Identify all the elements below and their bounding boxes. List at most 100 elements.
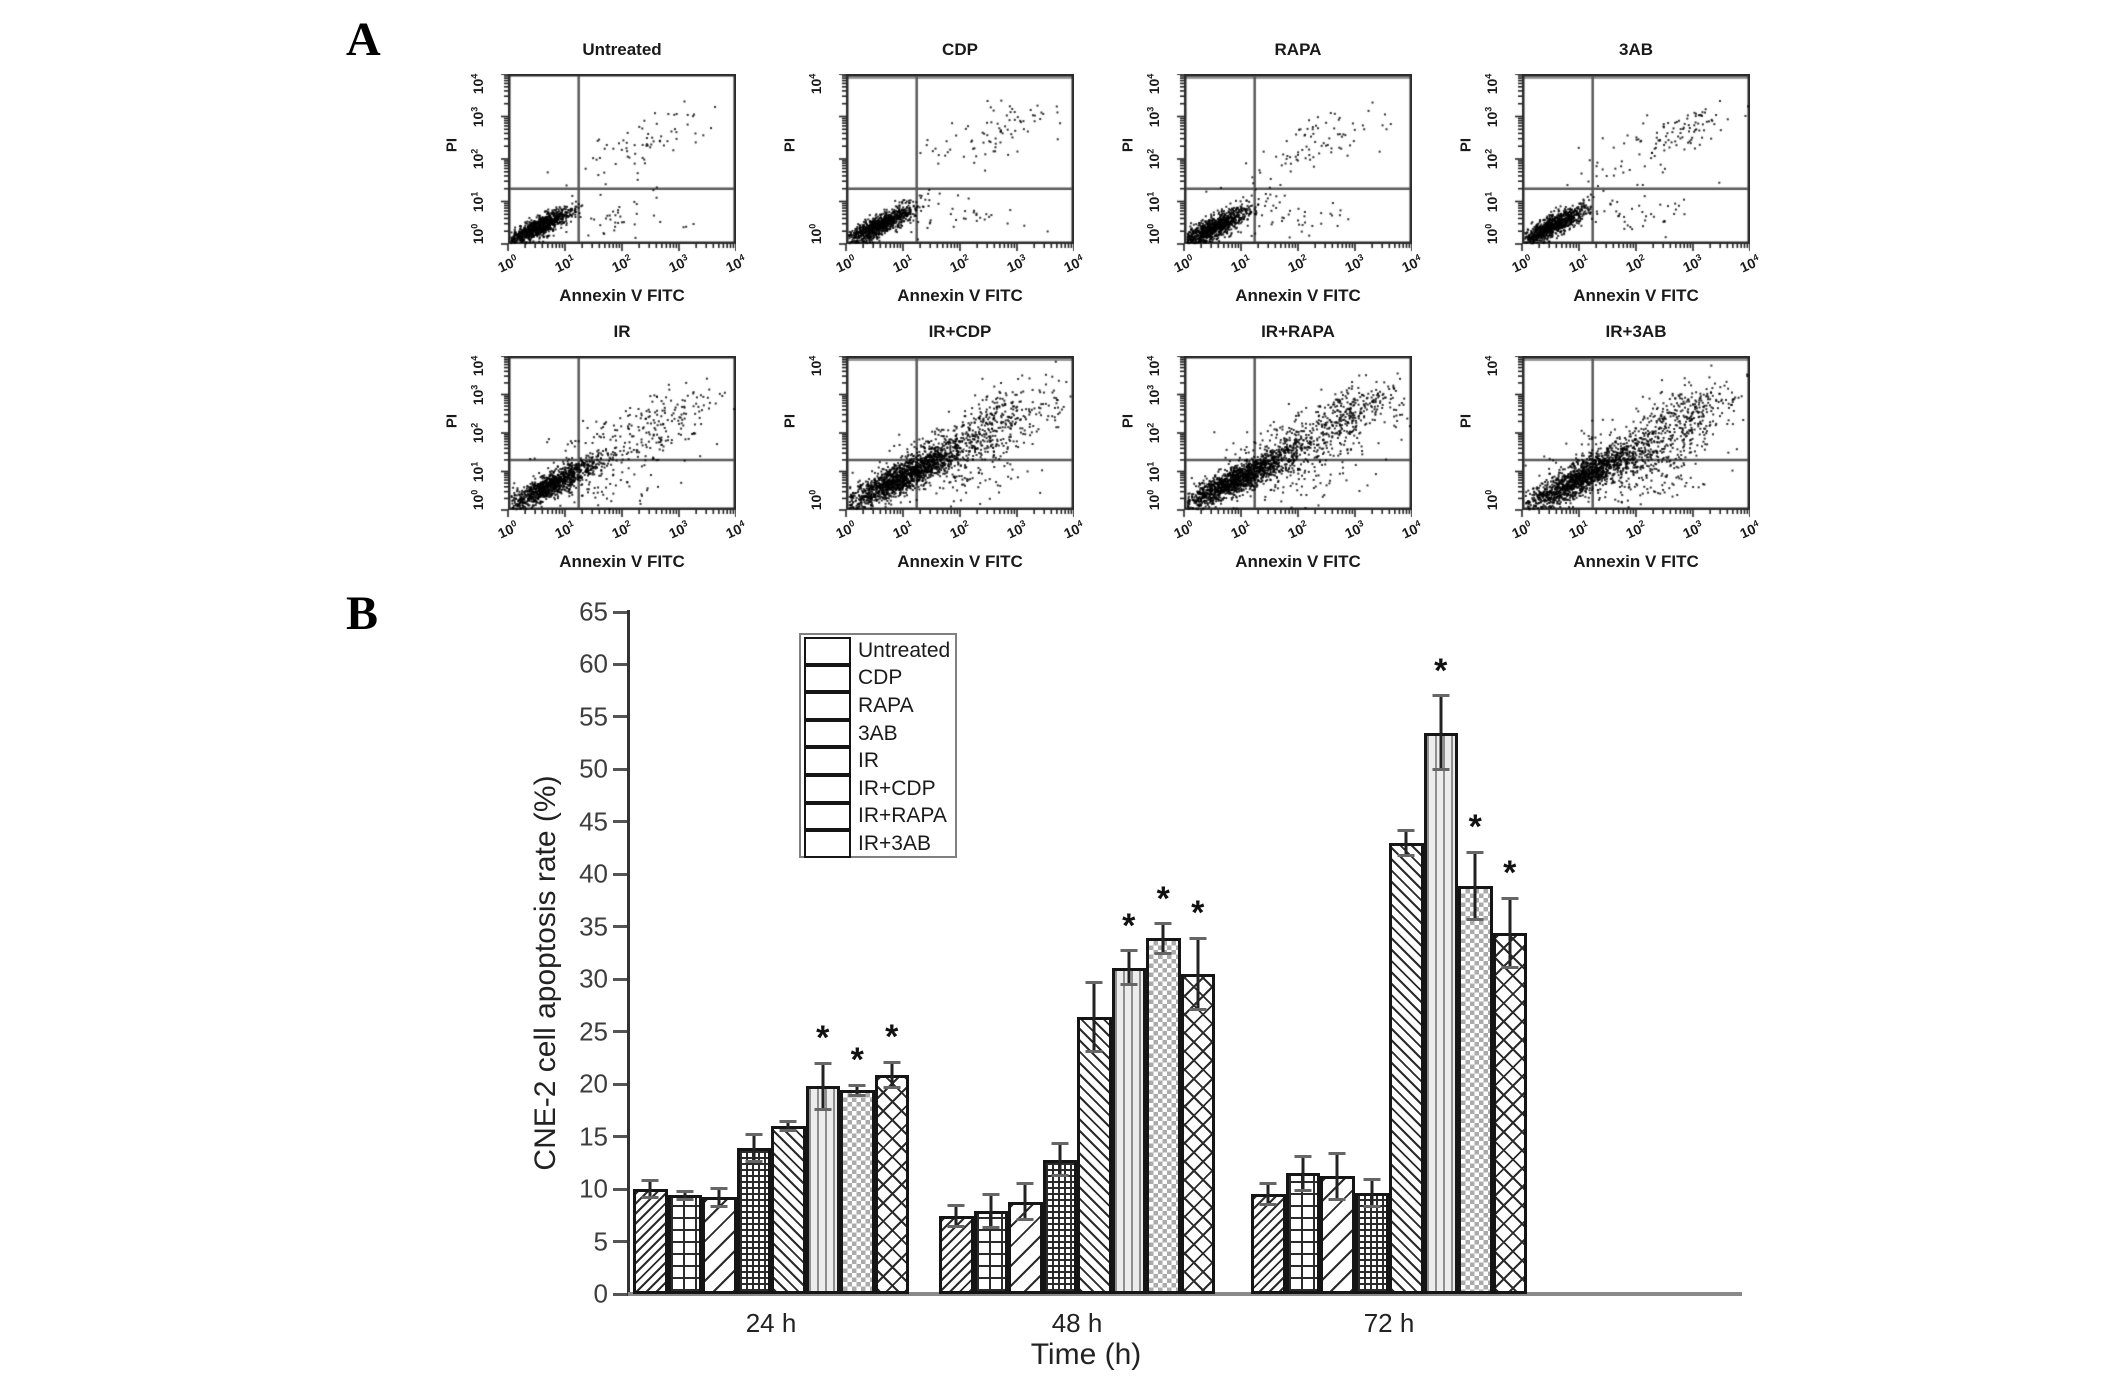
y-tick-label: 101 bbox=[469, 191, 486, 212]
legend-label: RAPA bbox=[858, 693, 914, 717]
bar-cdp-1 bbox=[667, 1195, 702, 1294]
error-bar-cap-top bbox=[641, 1179, 659, 1183]
bar-ir_3ab-3 bbox=[1492, 933, 1527, 1294]
legend-swatch bbox=[804, 719, 851, 748]
y-tick-label: 103 bbox=[1145, 384, 1162, 405]
y-tick-label: 104 bbox=[807, 355, 824, 377]
y-axis-tick bbox=[613, 1082, 627, 1086]
legend-swatch bbox=[804, 830, 851, 858]
error-bar-cap-top bbox=[1259, 1182, 1277, 1186]
error-bar bbox=[717, 1188, 721, 1207]
scatter-canvas bbox=[1170, 74, 1412, 258]
y-axis-tick-label: 60 bbox=[579, 648, 608, 679]
y-tick-label: 104 bbox=[1145, 73, 1162, 95]
legend-item-ir_cdp: IR+CDP bbox=[801, 775, 955, 803]
flow-plot-title: IR+RAPA bbox=[1261, 322, 1335, 341]
y-tick-label: 104 bbox=[1145, 355, 1162, 377]
legend-swatch bbox=[804, 664, 851, 693]
error-bar bbox=[1335, 1153, 1339, 1200]
bar-ir_rapa-1 bbox=[840, 1090, 875, 1294]
legend-swatch bbox=[804, 775, 851, 803]
legend-item-3ab: 3AB bbox=[801, 719, 955, 748]
y-tick-label: 103 bbox=[1483, 106, 1500, 127]
error-bar bbox=[1023, 1183, 1027, 1220]
significance-asterisk: * bbox=[885, 1018, 899, 1057]
y-axis-tick bbox=[613, 662, 627, 666]
legend-swatch bbox=[804, 747, 851, 775]
flow-plot-title: IR bbox=[613, 322, 631, 341]
scatter-canvas bbox=[494, 74, 736, 258]
error-bar-cap-top bbox=[1466, 850, 1484, 854]
error-bar bbox=[1092, 982, 1096, 1052]
y-tick-label: 100 bbox=[807, 489, 824, 511]
bar-ir_3ab-1 bbox=[874, 1074, 909, 1294]
legend-item-rapa: RAPA bbox=[801, 692, 955, 720]
error-bar bbox=[1404, 830, 1408, 856]
error-bar-cap-bottom bbox=[848, 1094, 866, 1098]
legend-item-ir: IR bbox=[801, 747, 955, 775]
error-bar bbox=[1058, 1143, 1062, 1176]
error-bar-cap-top bbox=[779, 1120, 797, 1124]
y-axis-tick-label: 25 bbox=[579, 1016, 608, 1047]
bar-3ab-1 bbox=[736, 1148, 771, 1294]
error-bar-cap-top bbox=[1363, 1178, 1381, 1182]
panel-a-label: A bbox=[346, 13, 381, 66]
y-axis-title: PI bbox=[443, 413, 461, 428]
legend-item-ir_3ab: IR+3AB bbox=[801, 830, 955, 858]
flow-plot-title: RAPA bbox=[1274, 40, 1322, 59]
bar-3ab-2 bbox=[1042, 1159, 1077, 1294]
y-axis-tick-label: 40 bbox=[579, 858, 608, 889]
error-bar-cap-bottom bbox=[641, 1195, 659, 1199]
error-bar-cap-bottom bbox=[1363, 1205, 1381, 1209]
error-bar bbox=[1370, 1179, 1374, 1207]
error-bar-cap-top bbox=[745, 1133, 763, 1137]
legend-swatch bbox=[804, 692, 851, 720]
error-bar-cap-bottom bbox=[1501, 966, 1519, 970]
error-bar bbox=[989, 1194, 993, 1228]
significance-asterisk: * bbox=[1468, 808, 1482, 847]
error-bar-cap-top bbox=[1328, 1151, 1346, 1155]
y-tick-label: 101 bbox=[1145, 461, 1162, 482]
bar-ir_cdp-2 bbox=[1111, 967, 1146, 1294]
y-tick-label: 102 bbox=[1145, 148, 1162, 170]
error-bar-cap-bottom bbox=[1016, 1218, 1034, 1221]
error-bar bbox=[890, 1062, 894, 1088]
legend-label: IR bbox=[858, 749, 879, 773]
legend-label: CDP bbox=[858, 666, 903, 690]
x-axis-title: Annexin V FITC bbox=[1573, 552, 1699, 571]
y-axis-tick bbox=[613, 1292, 627, 1296]
error-bar bbox=[648, 1180, 652, 1198]
x-axis-title: Annexin V FITC bbox=[559, 286, 685, 305]
flow-plot-title: IR+3AB bbox=[1605, 322, 1667, 341]
error-bar bbox=[1508, 898, 1512, 968]
y-tick-label: 103 bbox=[469, 384, 486, 405]
y-axis-tick-label: 65 bbox=[579, 596, 608, 627]
y-tick-label: 104 bbox=[469, 355, 486, 377]
y-tick-label: 100 bbox=[469, 489, 486, 511]
y-tick-label: 100 bbox=[1483, 489, 1500, 511]
legend-item-untreated: Untreated bbox=[801, 637, 955, 665]
error-bar-cap-bottom bbox=[710, 1205, 728, 1209]
y-axis-tick-label: 45 bbox=[579, 806, 608, 837]
legend-swatch bbox=[804, 802, 851, 831]
category-label: 72 h bbox=[1363, 1308, 1415, 1338]
bar-ir_rapa-2 bbox=[1146, 938, 1181, 1294]
significance-asterisk: * bbox=[1434, 651, 1448, 690]
error-bar-cap-bottom bbox=[947, 1225, 965, 1229]
scatter-canvas bbox=[494, 356, 736, 524]
y-tick-label: 102 bbox=[1483, 148, 1500, 170]
y-axis-tick bbox=[613, 1135, 627, 1139]
error-bar bbox=[1266, 1183, 1270, 1205]
y-axis-tick-label: 35 bbox=[579, 911, 608, 942]
error-bar-cap-bottom bbox=[1154, 951, 1172, 955]
error-bar-cap-bottom bbox=[1397, 853, 1415, 857]
error-bar-cap-top bbox=[1120, 949, 1138, 953]
y-tick-label: 100 bbox=[807, 223, 824, 245]
y-tick-label: 102 bbox=[469, 422, 486, 444]
y-axis-tick-label: 20 bbox=[579, 1068, 608, 1099]
error-bar bbox=[1127, 950, 1131, 985]
error-bar-cap-top bbox=[710, 1186, 728, 1190]
error-bar bbox=[1439, 695, 1443, 770]
y-axis-title: PI bbox=[443, 138, 461, 153]
